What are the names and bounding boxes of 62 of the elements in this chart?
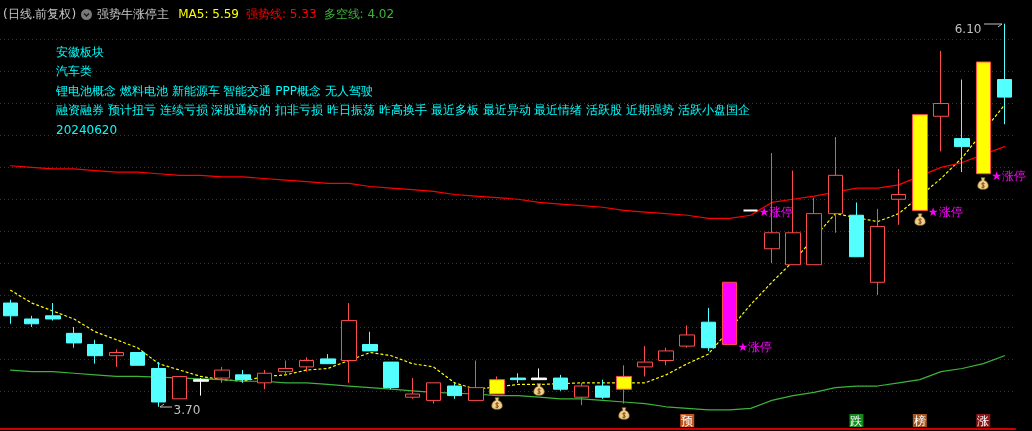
candlestick	[383, 361, 399, 390]
annotation: 3.70	[173, 402, 201, 417]
candlestick	[3, 299, 18, 325]
candlestick	[172, 375, 187, 400]
candlestick	[24, 315, 39, 328]
candlestick	[151, 361, 166, 408]
x-tick-label: 预	[681, 414, 694, 428]
candlestick	[742, 209, 759, 212]
candlestick	[679, 324, 695, 349]
text: 多空线: 4.02	[323, 5, 395, 23]
x-tick-label: 跌	[850, 414, 863, 428]
candlestick	[595, 379, 610, 400]
chart-subtitle: 强势牛涨停主	[97, 5, 170, 23]
candlestick	[362, 331, 378, 352]
candlestick	[891, 168, 906, 226]
candlestick	[214, 366, 230, 384]
candlestick	[870, 208, 885, 296]
candlestick	[637, 345, 653, 377]
candlestick	[574, 382, 589, 406]
candlestick	[510, 372, 526, 384]
candlestick	[828, 136, 843, 234]
candlestick	[66, 326, 82, 349]
candlestick	[553, 374, 568, 392]
text: ★涨停	[991, 168, 1027, 183]
candlestick	[405, 377, 420, 400]
candlestick	[701, 307, 716, 352]
candlestick	[278, 359, 293, 376]
candlestick	[257, 369, 272, 390]
candlestick	[447, 382, 462, 400]
candlestick	[299, 356, 314, 373]
candlestick	[426, 382, 441, 405]
x-tick-label: 涨	[977, 414, 990, 428]
candlestick	[320, 353, 336, 365]
candlestick	[954, 79, 970, 173]
annotation: 汽车类	[56, 64, 92, 78]
candlestick	[130, 352, 145, 366]
candlestick	[87, 339, 103, 365]
x-tick-label: 榜	[913, 414, 926, 428]
annotation: 6.10	[954, 21, 982, 36]
candlestick	[806, 197, 822, 266]
candlestick	[468, 359, 484, 401]
candlestick	[531, 367, 547, 381]
text: ★涨停	[927, 205, 963, 220]
candlestick	[45, 302, 61, 322]
annotation: 锂电池概念 燃料电池 新能源车 智能交通 PPP概念 无人驾驶	[55, 83, 373, 98]
candlestick	[997, 23, 1012, 125]
candlestick	[341, 302, 357, 384]
annotation: 20240620	[56, 122, 118, 137]
text: ★涨停	[737, 339, 773, 354]
candlestick	[235, 369, 251, 384]
candlestick	[912, 114, 928, 211]
candlestick	[722, 281, 737, 346]
annotation: 融资融券 预计扭亏 连续亏损 深股通标的 扣非亏损 昨日振荡 昨高换手 最近多板 最近异动 最近情绪 活跃股 近期强势 活跃小盘国企	[56, 103, 750, 117]
candlestick	[849, 201, 864, 258]
text: MA5: 5.59	[178, 7, 239, 21]
chart-title: (日线.前复权)	[3, 5, 77, 23]
candlestick	[109, 348, 124, 368]
candlestick	[933, 50, 949, 152]
candlestick	[193, 377, 209, 397]
text: 强势线: 5.33	[245, 5, 317, 23]
candlestick	[658, 347, 674, 366]
annotation: 安徽板块	[56, 44, 104, 59]
